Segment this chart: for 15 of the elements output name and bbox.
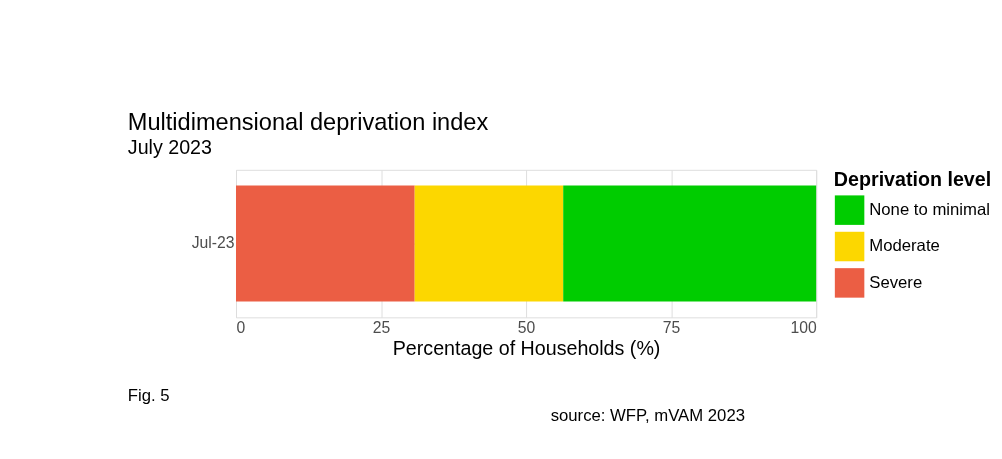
- x-tick-label: 25: [372, 318, 391, 336]
- legend-title: Deprivation level: [833, 167, 992, 190]
- chart-title: Multidimensional deprivation index: [127, 109, 489, 136]
- legend-label: Moderate: [869, 236, 940, 256]
- x-axis-title: Percentage of Households (%): [392, 337, 661, 360]
- caption: Fig. 5: [127, 385, 170, 405]
- x-tick-label: 0: [236, 318, 246, 336]
- y-tick-label: Jul-23: [191, 234, 235, 252]
- chart-subtitle: July 2023: [127, 136, 213, 159]
- source-note: source: WFP, mVAM 2023: [550, 405, 745, 425]
- x-tick-label: 75: [662, 318, 681, 336]
- legend-label: None to minimal: [869, 200, 990, 220]
- x-tick-label: 100: [790, 318, 817, 336]
- legend-label: Severe: [869, 272, 923, 292]
- x-tick-label: 50: [517, 318, 536, 336]
